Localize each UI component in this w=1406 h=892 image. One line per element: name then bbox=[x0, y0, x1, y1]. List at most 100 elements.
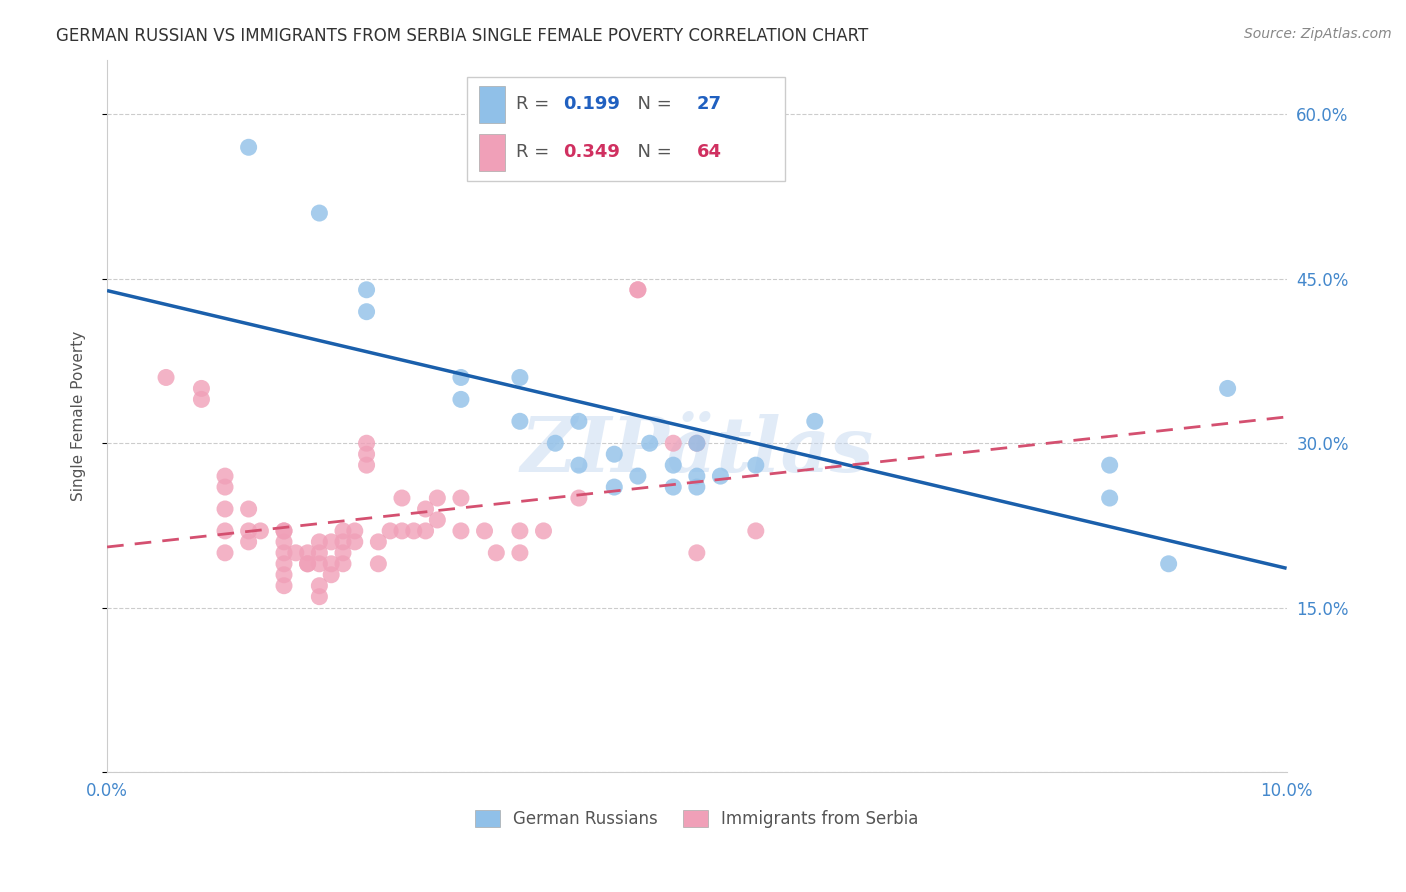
Point bbox=[603, 480, 626, 494]
Point bbox=[426, 513, 449, 527]
Text: Source: ZipAtlas.com: Source: ZipAtlas.com bbox=[1244, 27, 1392, 41]
Point bbox=[332, 534, 354, 549]
Point bbox=[214, 469, 236, 483]
Point bbox=[297, 557, 319, 571]
Point bbox=[474, 524, 496, 538]
Point bbox=[391, 524, 413, 538]
Point bbox=[273, 524, 295, 538]
Point bbox=[356, 283, 378, 297]
Point bbox=[367, 557, 389, 571]
Point bbox=[568, 414, 591, 428]
Point bbox=[686, 469, 709, 483]
FancyBboxPatch shape bbox=[467, 78, 786, 181]
Point bbox=[321, 534, 343, 549]
Point bbox=[214, 502, 236, 516]
Point bbox=[450, 524, 472, 538]
Point bbox=[627, 283, 650, 297]
Point bbox=[343, 534, 366, 549]
Point bbox=[638, 436, 661, 450]
Point bbox=[509, 546, 531, 560]
Point bbox=[273, 546, 295, 560]
Point bbox=[485, 546, 508, 560]
Point bbox=[238, 524, 260, 538]
Text: 64: 64 bbox=[697, 144, 721, 161]
Point bbox=[1157, 557, 1180, 571]
Text: 0.349: 0.349 bbox=[564, 144, 620, 161]
Point bbox=[214, 524, 236, 538]
Point bbox=[662, 458, 685, 472]
Point bbox=[568, 458, 591, 472]
Text: 0.199: 0.199 bbox=[564, 95, 620, 113]
Point bbox=[1098, 491, 1121, 505]
Point bbox=[308, 546, 330, 560]
Point bbox=[297, 546, 319, 560]
Point bbox=[367, 534, 389, 549]
Point bbox=[686, 436, 709, 450]
Point bbox=[356, 447, 378, 461]
Point bbox=[308, 590, 330, 604]
Point bbox=[662, 436, 685, 450]
Text: N =: N = bbox=[626, 95, 678, 113]
Point bbox=[745, 458, 768, 472]
Point bbox=[273, 534, 295, 549]
Text: N =: N = bbox=[626, 144, 678, 161]
Point bbox=[450, 491, 472, 505]
Point bbox=[450, 392, 472, 407]
Point bbox=[238, 502, 260, 516]
Point bbox=[426, 491, 449, 505]
Point bbox=[450, 370, 472, 384]
Point bbox=[332, 557, 354, 571]
Point bbox=[343, 524, 366, 538]
FancyBboxPatch shape bbox=[478, 86, 505, 123]
Text: ZIPätlas: ZIPätlas bbox=[520, 415, 873, 489]
Text: R =: R = bbox=[516, 95, 555, 113]
Point bbox=[686, 546, 709, 560]
Point bbox=[308, 206, 330, 220]
Point bbox=[686, 436, 709, 450]
Text: R =: R = bbox=[516, 144, 555, 161]
Point bbox=[238, 534, 260, 549]
Point bbox=[356, 436, 378, 450]
Point bbox=[1216, 381, 1239, 395]
Point bbox=[249, 524, 271, 538]
Point bbox=[533, 524, 555, 538]
FancyBboxPatch shape bbox=[478, 134, 505, 170]
Point bbox=[415, 502, 437, 516]
Point bbox=[402, 524, 425, 538]
Point bbox=[190, 381, 212, 395]
Point bbox=[308, 579, 330, 593]
Point bbox=[321, 567, 343, 582]
Point bbox=[568, 491, 591, 505]
Y-axis label: Single Female Poverty: Single Female Poverty bbox=[72, 331, 86, 501]
Point bbox=[509, 414, 531, 428]
Point bbox=[378, 524, 401, 538]
Point bbox=[297, 557, 319, 571]
Point bbox=[273, 567, 295, 582]
Point bbox=[214, 546, 236, 560]
Point bbox=[662, 480, 685, 494]
Point bbox=[273, 557, 295, 571]
Legend: German Russians, Immigrants from Serbia: German Russians, Immigrants from Serbia bbox=[468, 804, 925, 835]
Point bbox=[804, 414, 827, 428]
Point bbox=[686, 480, 709, 494]
Point bbox=[284, 546, 307, 560]
Point bbox=[356, 458, 378, 472]
Point bbox=[238, 140, 260, 154]
Point bbox=[308, 534, 330, 549]
Point bbox=[332, 524, 354, 538]
Point bbox=[627, 283, 650, 297]
Point bbox=[308, 557, 330, 571]
Point bbox=[627, 469, 650, 483]
Point bbox=[155, 370, 177, 384]
Point bbox=[509, 370, 531, 384]
Point bbox=[745, 524, 768, 538]
Point bbox=[273, 579, 295, 593]
Point bbox=[415, 524, 437, 538]
Text: GERMAN RUSSIAN VS IMMIGRANTS FROM SERBIA SINGLE FEMALE POVERTY CORRELATION CHART: GERMAN RUSSIAN VS IMMIGRANTS FROM SERBIA… bbox=[56, 27, 869, 45]
Point bbox=[356, 304, 378, 318]
Text: 27: 27 bbox=[697, 95, 721, 113]
Point bbox=[190, 392, 212, 407]
Point bbox=[1098, 458, 1121, 472]
Point bbox=[709, 469, 731, 483]
Point bbox=[214, 480, 236, 494]
